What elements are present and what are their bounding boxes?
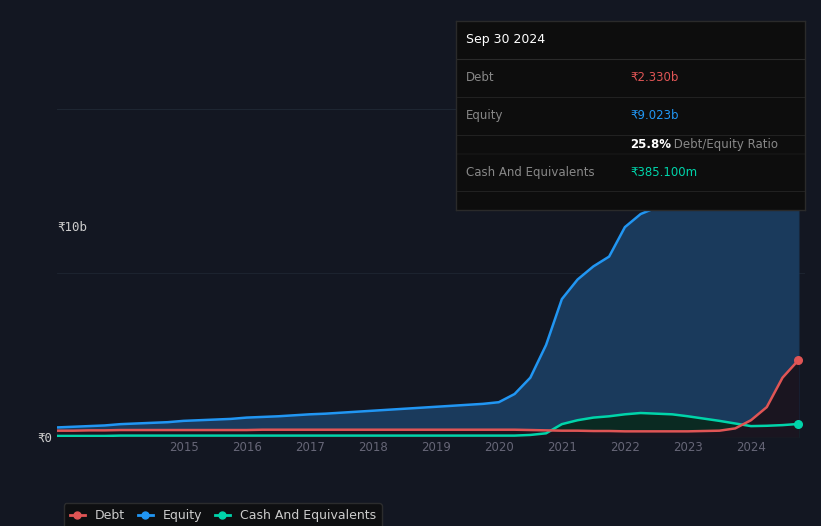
Text: ₹10b: ₹10b: [57, 221, 88, 234]
Point: [791, 420, 805, 428]
Text: Debt/Equity Ratio: Debt/Equity Ratio: [670, 138, 778, 150]
Text: ₹385.100m: ₹385.100m: [631, 166, 697, 179]
Text: Equity: Equity: [466, 109, 503, 122]
Text: Debt: Debt: [466, 72, 495, 84]
Text: Sep 30 2024: Sep 30 2024: [466, 34, 545, 46]
Point: [791, 356, 805, 365]
Legend: Debt, Equity, Cash And Equivalents: Debt, Equity, Cash And Equivalents: [64, 503, 382, 526]
Text: Cash And Equivalents: Cash And Equivalents: [466, 166, 594, 179]
Text: ₹9.023b: ₹9.023b: [631, 109, 679, 122]
Point: [791, 137, 805, 146]
Text: ₹2.330b: ₹2.330b: [631, 72, 678, 84]
Text: 25.8%: 25.8%: [631, 138, 671, 150]
